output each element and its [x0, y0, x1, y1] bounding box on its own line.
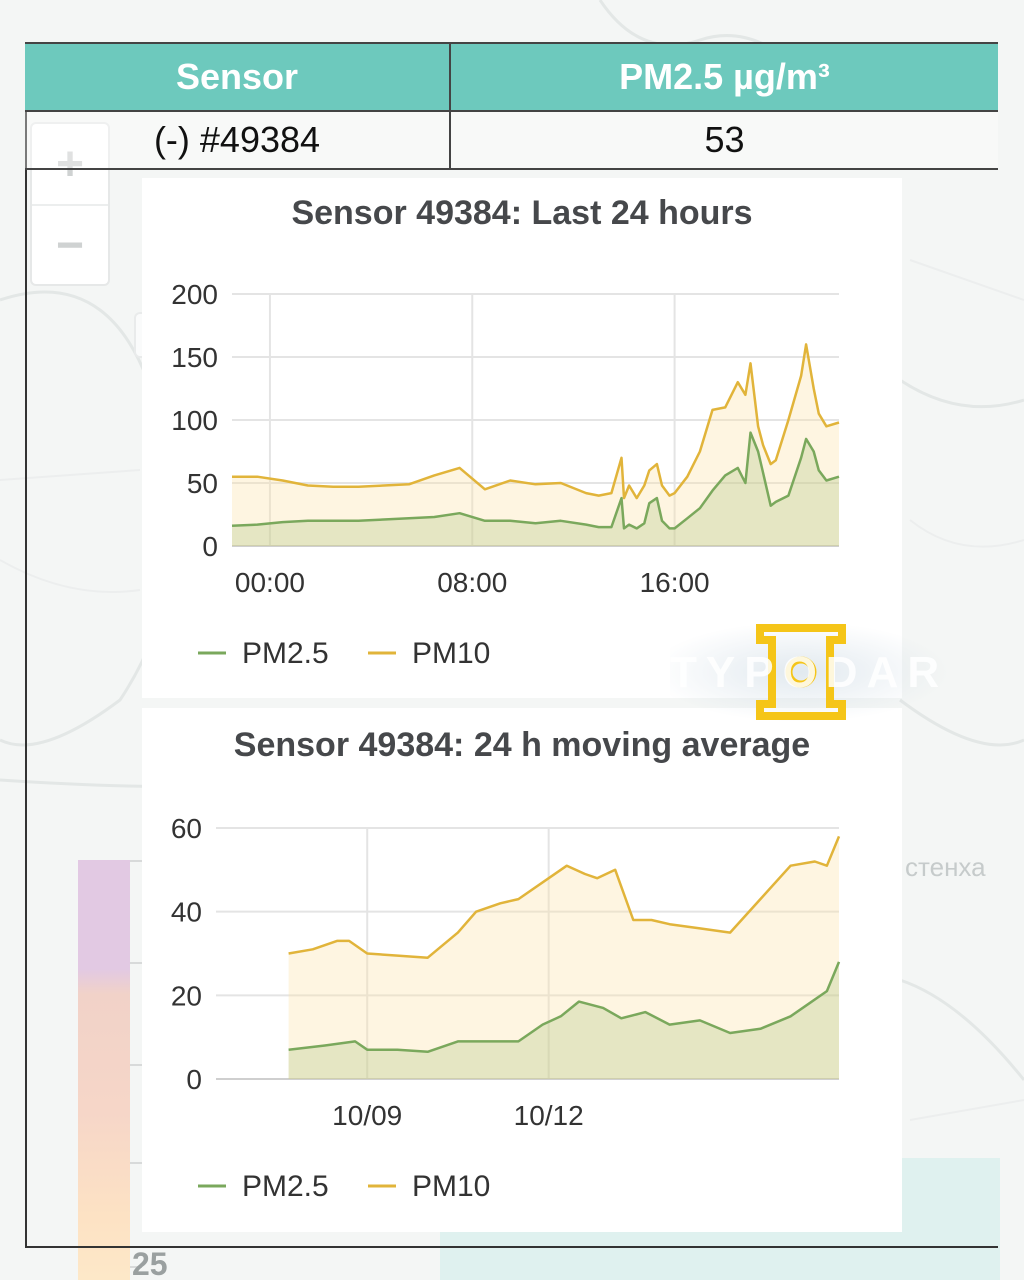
x-tick-label: 08:00	[437, 567, 507, 598]
y-tick-label: 40	[171, 897, 202, 928]
x-tick-label: 16:00	[640, 567, 710, 598]
y-tick-label: 150	[171, 342, 218, 373]
sensor-table: Sensor PM2.5 µg/m³ (-) #49384 53	[25, 42, 998, 170]
y-tick-label: 50	[187, 468, 218, 499]
y-tick-label: 20	[171, 980, 202, 1011]
chart-24h[interactable]: Sensor 49384: Last 24 hours 0 50 100 150 200 0…	[142, 178, 902, 698]
chart-panel-moving-average: Sensor 49384: 24 h moving average 0 20 40 60…	[142, 708, 902, 1232]
y-tick-label: 200	[171, 279, 218, 310]
sensor-id-cell[interactable]: (-) #49384	[25, 111, 450, 169]
legend-label-pm10: PM10	[412, 1170, 490, 1203]
column-header-sensor[interactable]: Sensor	[25, 43, 450, 111]
y-tick-label: 0	[186, 1064, 202, 1095]
x-tick-label: 10/12	[514, 1100, 584, 1131]
y-tick-label: 60	[171, 813, 202, 844]
legend-label-pm10: PM10	[412, 637, 490, 670]
chart-title: Sensor 49384: Last 24 hours	[291, 194, 752, 232]
pm25-value-cell: 53	[450, 111, 998, 169]
chart-moving-average[interactable]: Sensor 49384: 24 h moving average 0 20 40 60…	[142, 708, 902, 1232]
scale-label: 25	[132, 1246, 168, 1280]
chart-title: Sensor 49384: 24 h moving average	[234, 726, 810, 764]
table-row[interactable]: (-) #49384 53	[25, 111, 998, 169]
legend-label-pm25: PM2.5	[242, 1170, 329, 1203]
x-tick-label: 00:00	[235, 567, 305, 598]
chart-panel-24h: Sensor 49384: Last 24 hours 0 50 100 150 200 0…	[142, 178, 902, 698]
x-tick-label: 10/09	[332, 1100, 402, 1131]
column-header-pm25[interactable]: PM2.5 µg/m³	[450, 43, 998, 111]
legend-label-pm25: PM2.5	[242, 637, 329, 670]
y-tick-label: 100	[171, 405, 218, 436]
y-tick-label: 0	[202, 531, 218, 562]
watermark-text: TYPODAR	[670, 648, 948, 698]
